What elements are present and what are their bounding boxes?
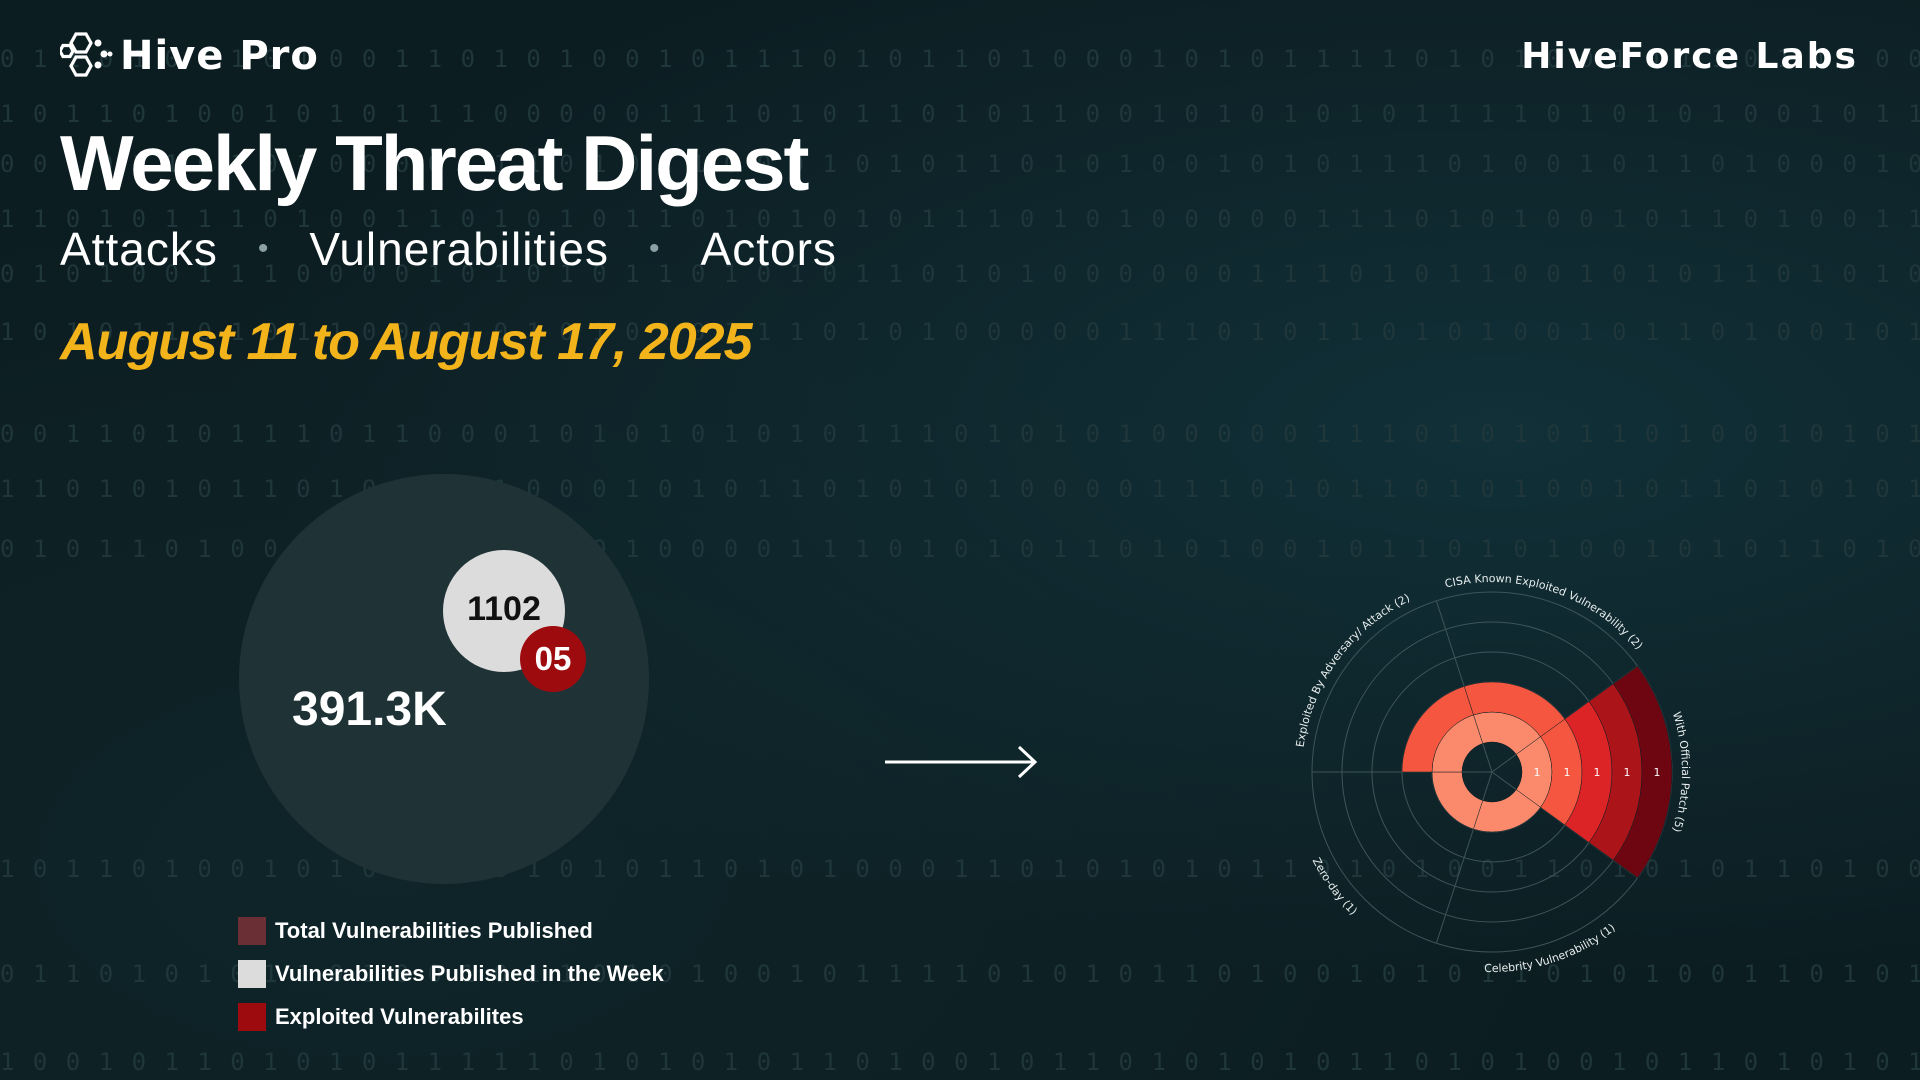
ring-value-label: 1 [1654,766,1661,779]
subtitle: Attacks • Vulnerabilities • Actors [60,222,837,276]
ring-value-label: 1 [1534,766,1541,779]
polar-category-label: Zero-day (1) [1310,856,1360,918]
separator-dot: • [257,232,270,265]
exploited-vulnerabilities-bubble: 05 [520,626,586,692]
week-vulnerabilities-value: 1102 [467,589,541,628]
subtitle-item-vulnerabilities: Vulnerabilities [309,223,610,275]
binary-texture-row: 1 1 0 1 0 1 0 1 1 0 1 0 1 1 0 1 0 0 0 1 … [0,475,1920,503]
total-vulnerabilities-bubble [239,474,649,884]
separator-dot: • [649,232,661,265]
binary-texture-row: 0 0 1 0 1 1 0 1 0 1 0 0 0 0 1 1 1 0 1 0 … [0,150,1920,178]
legend-swatch [238,917,266,945]
polar-category-label: With Official Patch (5) [1670,710,1692,834]
arrow-right-icon [885,745,1038,779]
binary-texture-row: 0 1 1 0 1 0 1 1 0 1 0 0 1 1 0 1 0 1 0 0 … [0,45,1920,73]
binary-texture-row: 1 0 1 1 0 1 0 0 1 0 1 0 1 1 1 0 0 0 0 0 … [0,100,1920,128]
binary-texture-row: 0 1 0 1 0 0 1 1 1 0 0 0 0 1 0 1 0 1 0 1 … [0,260,1920,288]
legend-label: Total Vulnerabilities Published [275,918,593,943]
legend-swatch [238,960,266,988]
ring-value-label: 1 [1624,766,1631,779]
bubble-legend: Total Vulnerabilities Published Vulnerab… [238,916,664,1045]
binary-texture-row: 1 0 1 1 0 1 0 0 1 0 1 0 1 1 1 0 1 0 1 0 … [0,855,1920,883]
subtitle-item-actors: Actors [700,223,837,275]
ring-value-label: 1 [1564,766,1571,779]
binary-texture-row: 1 0 1 0 1 1 0 1 0 1 1 0 0 0 1 0 1 0 1 0 … [0,318,1920,346]
brand-logo: Hive Pro [60,30,319,82]
date-range: August 11 to August 17, 2025 [60,313,752,371]
polar-bar-segment [1613,665,1673,879]
exploited-vulnerabilities-value: 05 [534,640,572,677]
legend-item-exploited: Exploited Vulnerabilites [238,1002,664,1032]
polar-category-label: Celebrity Vulnerability (1) [1484,921,1618,975]
legend-item-week: Vulnerabilities Published in the Week [238,959,664,989]
labs-wordmark: HiveForce Labs [1521,36,1858,77]
legend-swatch [238,1003,266,1031]
legend-label: Exploited Vulnerabilites [275,1004,524,1029]
polar-bar-segment [1431,771,1484,830]
binary-texture-row: 1 1 0 1 0 1 1 1 0 1 0 0 1 1 0 1 0 1 0 1 … [0,205,1920,233]
legend-item-total: Total Vulnerabilities Published [238,916,664,946]
polar-bar-segment [1401,686,1474,773]
polar-bar-chart: CISA Known Exploited Vulnerability (2)Wi… [1294,572,1692,975]
total-vulnerabilities-value: 391.3K [292,683,447,736]
legend-label: Vulnerabilities Published in the Week [275,961,664,986]
hexagon-cluster-icon [60,32,113,77]
binary-texture-row: 0 1 1 0 1 0 1 0 1 1 0 1 0 0 1 0 1 1 0 1 … [0,960,1920,988]
polar-category-label: Exploited By Adversary/ Attack (2) [1294,591,1412,748]
logo-text: Hive Pro [120,33,319,79]
subtitle-item-attacks: Attacks [60,223,218,275]
ring-value-label: 1 [1594,766,1601,779]
binary-texture-row: 0 0 1 1 0 1 0 1 1 1 0 1 1 0 0 0 1 0 1 0 … [0,420,1920,448]
page-title: Weekly Threat Digest [60,119,810,207]
binary-texture-row: 1 0 0 1 0 1 1 0 1 0 1 0 1 1 1 1 1 0 1 0 … [0,1048,1920,1076]
